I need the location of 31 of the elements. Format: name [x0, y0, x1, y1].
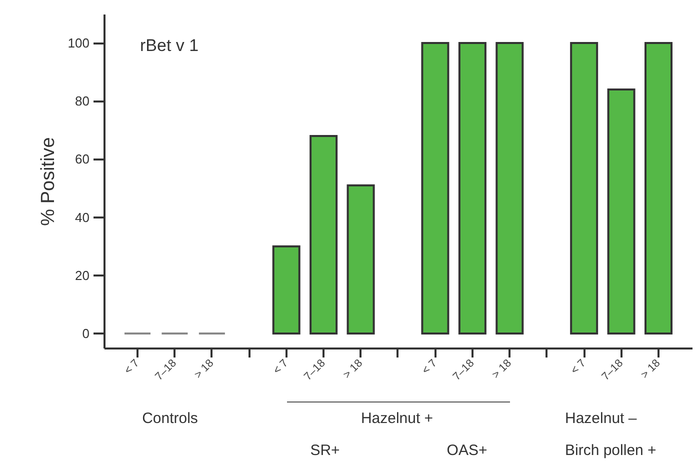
bar [421, 42, 450, 334]
y-tick-label: 60 [75, 152, 90, 167]
x-tick-label: < 7 [420, 357, 440, 377]
y-tick-label: 0 [82, 326, 90, 341]
text: OAS+ [446, 442, 488, 459]
bar [570, 42, 598, 334]
x-tick-label: > 18 [192, 357, 216, 382]
x-tick-label: > 18 [341, 357, 366, 382]
text: SR+ [310, 442, 340, 459]
x-tick-label: < 7 [271, 357, 291, 377]
text: Controls [142, 410, 198, 427]
y-tick-label: 100 [68, 36, 90, 51]
x-tick-label: > 18 [490, 357, 514, 382]
text: rBet v 1 [140, 36, 199, 55]
bar [607, 88, 636, 334]
text: Birch pollen + [565, 442, 657, 459]
bar [346, 184, 375, 334]
text: Hazelnut – [565, 410, 638, 427]
x-tick-label: < 7 [122, 357, 142, 377]
bar [644, 42, 673, 334]
bar [458, 42, 486, 334]
x-tick-label: > 18 [638, 357, 663, 382]
y-tick-label: 40 [75, 210, 90, 225]
text: Hazelnut + [360, 410, 434, 427]
bar [310, 134, 338, 334]
y-tick-label: 20 [75, 268, 90, 283]
y-axis-title: % Positive [38, 137, 59, 226]
x-tick-label: < 7 [568, 357, 588, 377]
y-tick-label: 80 [75, 94, 90, 109]
bar [272, 245, 300, 334]
bar [496, 42, 524, 334]
